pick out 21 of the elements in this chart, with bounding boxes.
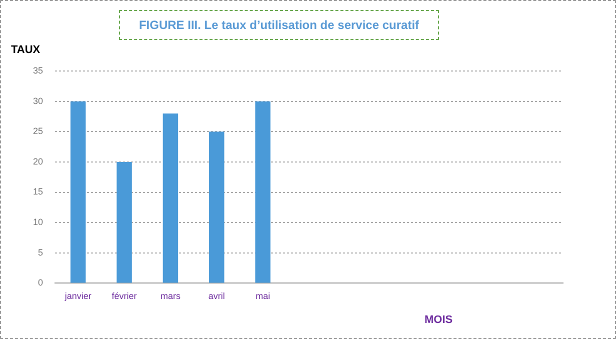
x-tick-label: février xyxy=(112,291,137,302)
y-tick-label: 0 xyxy=(38,278,44,288)
x-tick-label: mai xyxy=(256,291,270,302)
y-tick-label: 5 xyxy=(38,247,44,258)
bar xyxy=(116,162,132,283)
bar xyxy=(209,132,224,283)
y-tick-label: 20 xyxy=(32,156,44,166)
y-axis-title: TAUX xyxy=(11,44,41,56)
y-tick-label: 35 xyxy=(32,65,44,76)
x-tick-label: janvier xyxy=(64,291,92,302)
y-tick-label: 15 xyxy=(32,186,44,197)
y-tick-label: 10 xyxy=(32,217,44,228)
y-tick-label: 25 xyxy=(32,126,44,136)
chart-title: FIGURE III. Le taux d’utilisation de service curatif xyxy=(119,10,439,40)
bar xyxy=(70,101,86,283)
bar xyxy=(255,101,270,283)
x-tick-label: mars xyxy=(160,291,181,302)
x-axis-title: MOIS xyxy=(424,314,453,326)
bar xyxy=(162,113,178,283)
x-tick-label: avril xyxy=(208,291,225,302)
y-tick-label: 30 xyxy=(32,96,44,106)
